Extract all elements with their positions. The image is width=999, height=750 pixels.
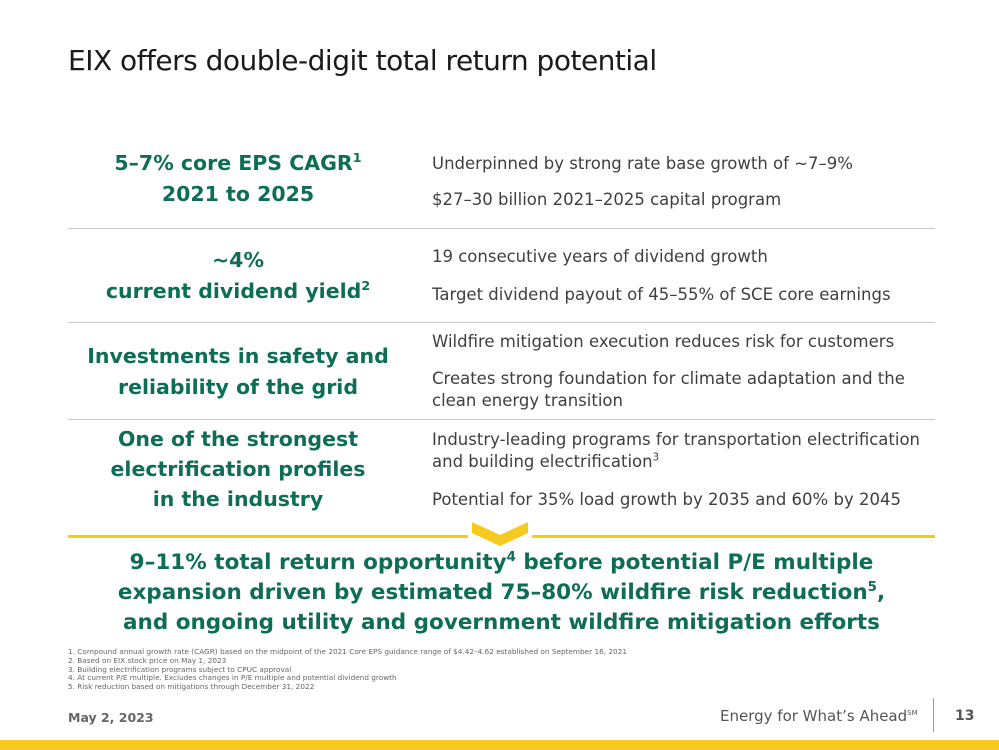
total-return-summary: 9–11% total return opportunity4 before p… (117, 549, 886, 635)
footnote: 3. Building electrification programs sub… (68, 664, 292, 674)
footer-divider (933, 698, 934, 732)
row-point: Target dividend payout of 45–55% of SCE … (432, 285, 891, 304)
row-point: Industry-leading programs for transporta… (432, 430, 920, 471)
row-point: Creates strong foundation for climate ad… (432, 369, 905, 410)
row-divider (68, 419, 935, 420)
row-heading: Investments in safety and reliability of… (87, 344, 389, 399)
row-heading: ~4% current dividend yield2 (105, 248, 371, 303)
row-point: Potential for 35% load growth by 2035 an… (432, 490, 901, 509)
footnotes: 1. Compound annual growth rate (CAGR) ba… (68, 647, 928, 692)
page-number: 13 (955, 708, 975, 724)
row-point: $27–30 billion 2021–2025 capital program (432, 190, 782, 209)
chevron-down-icon (472, 522, 528, 546)
row-point: Wildfire mitigation execution reduces ri… (432, 332, 895, 351)
slide-date: May 2, 2023 (68, 710, 154, 725)
row-heading: 5–7% core EPS CAGR1 2021 to 2025 (114, 150, 362, 206)
row-heading: One of the strongest electrification pro… (110, 427, 366, 511)
bottom-accent-band (0, 740, 999, 750)
row-divider (68, 228, 935, 229)
row-divider (68, 322, 935, 323)
row-point: Underpinned by strong rate base growth o… (432, 154, 853, 173)
footnote: 4. At current P/E multiple. Excludes cha… (68, 673, 397, 683)
footnote: 2. Based on EIX stock price on May 1, 20… (68, 655, 227, 665)
footnote: 5. Risk reduction based on mitigations t… (68, 682, 315, 692)
brand-tagline: Energy for What’s AheadSM (720, 707, 918, 725)
slide-title: EIX offers double-digit total return pot… (68, 44, 657, 77)
footnote: 1. Compound annual growth rate (CAGR) ba… (68, 647, 627, 656)
summary-divider-left (68, 535, 468, 538)
row-point: 19 consecutive years of dividend growth (432, 247, 768, 266)
summary-divider-right (532, 535, 935, 538)
